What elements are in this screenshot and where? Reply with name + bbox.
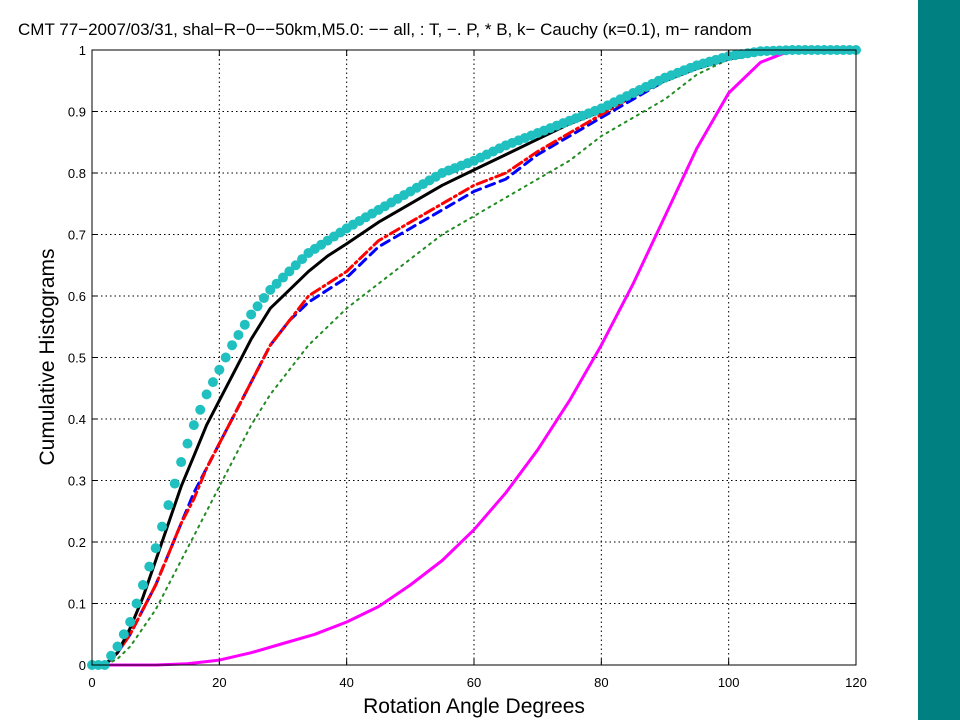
y-tick-label: 0.2 — [68, 535, 86, 550]
y-axis-label: Cumulative Histograms — [36, 248, 59, 465]
x-tick-label: 120 — [845, 675, 867, 690]
y-tick-label: 0.8 — [68, 166, 86, 181]
y-tick-label: 0.3 — [68, 474, 86, 489]
series-cyan-markers — [87, 45, 861, 670]
data-point — [144, 561, 155, 572]
chart-title-kappa: κ — [608, 20, 617, 39]
data-point — [188, 420, 199, 431]
data-point — [290, 260, 301, 271]
data-point — [258, 293, 269, 304]
data-point — [201, 389, 212, 400]
y-tick-label: 0.9 — [68, 105, 86, 120]
y-tick-label: 0.1 — [68, 597, 86, 612]
data-point — [271, 278, 282, 289]
data-point — [227, 340, 238, 351]
data-point — [233, 329, 244, 340]
data-point — [163, 500, 174, 511]
data-point — [150, 543, 161, 554]
side-bar — [918, 0, 960, 720]
x-tick-label: 100 — [718, 675, 740, 690]
x-tick-label: 60 — [467, 675, 481, 690]
data-point — [131, 598, 142, 609]
data-point — [125, 616, 136, 627]
data-point — [176, 457, 187, 468]
plot-frame — [91, 49, 857, 666]
tick-labels: 0 20 40 60 80 100 120 0 0.1 0.2 0.3 0.4 0.5 0.6 0.7 0.8… — [68, 43, 867, 690]
data-point — [246, 309, 257, 320]
data-point — [278, 272, 288, 283]
x-tick-label: 80 — [594, 675, 608, 690]
data-point — [112, 641, 123, 652]
data-point — [118, 629, 129, 640]
x-tick-label: 20 — [212, 675, 226, 690]
data-point — [214, 364, 225, 375]
data-point — [239, 319, 250, 330]
chart-title: CMT 77−2007/03/31, shal−R−0−−50km,M5.0: … — [18, 20, 752, 39]
data-point — [182, 438, 193, 449]
y-tick-label: 0 — [79, 658, 86, 673]
data-point — [195, 404, 206, 415]
data-point — [157, 521, 168, 532]
data-point — [265, 284, 276, 295]
series-layer — [87, 45, 861, 670]
data-point — [137, 580, 148, 591]
y-tick-label: 1 — [79, 43, 86, 58]
chart-title-part-1: CMT 77−2007/03/31, shal−R−0−−50km,M5.0: … — [18, 20, 608, 39]
y-tick-label: 0.7 — [68, 228, 86, 243]
y-tick-label: 0.4 — [68, 412, 86, 427]
data-point — [106, 650, 117, 661]
chart: 0 20 40 60 80 100 120 0 0.1 0.2 0.3 0.4 0.5 0.6 0.7 0.8… — [18, 20, 867, 718]
data-point — [169, 478, 180, 489]
x-tick-label: 40 — [339, 675, 353, 690]
grid-lines — [92, 50, 856, 665]
series-line-dotted-2 — [91, 49, 857, 666]
x-tick-label: 0 — [88, 675, 95, 690]
data-point — [252, 301, 263, 312]
data-point — [284, 266, 295, 277]
y-tick-label: 0.5 — [68, 351, 86, 366]
data-point — [297, 254, 308, 265]
chart-title-part-2: =0.1), m− random — [617, 20, 752, 39]
x-axis-label: Rotation Angle Degrees — [363, 695, 585, 718]
y-tick-label: 0.6 — [68, 289, 86, 304]
data-point — [207, 377, 218, 388]
data-point — [220, 352, 231, 363]
